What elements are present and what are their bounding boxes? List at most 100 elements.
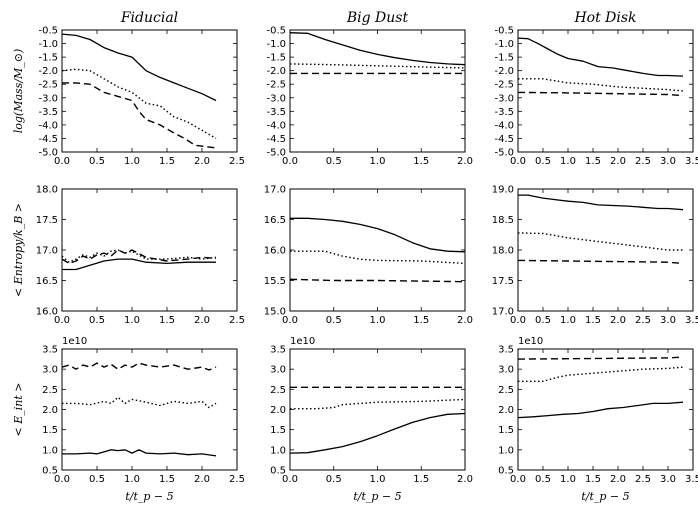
series-line-dotted: [518, 78, 684, 92]
y-tick-label: 3.0: [498, 365, 514, 376]
x-tick-label: 2.5: [229, 315, 245, 326]
chart-panel-mass-bigdust: 0.0 0.5 1.0 1.5 2.0 -5.0 -4.5 -4.0 -3.5 -3.0 -2.5 -…: [266, 26, 472, 168]
x-tick-label: 0.0: [510, 474, 526, 485]
series-line-solid: [290, 217, 465, 253]
y-tick-label: -1.5: [494, 53, 514, 64]
series-group: [290, 386, 465, 454]
axes-frame: [289, 29, 466, 153]
y-tick-label: -1.0: [266, 39, 286, 50]
x-tick-label: 0.0: [510, 315, 526, 326]
x-tick-label: 2.0: [194, 315, 210, 326]
x-axis-label: t/t_p − 5: [125, 490, 173, 503]
y-tick-label: 2.5: [42, 385, 58, 396]
series-line-dashed: [290, 278, 465, 283]
series-line-dotted: [62, 396, 217, 409]
axes-frame: [61, 29, 238, 153]
x-tick-label: 2.5: [229, 474, 245, 485]
y-tick-label: -2.5: [266, 80, 286, 91]
chart-panel-eint-hotdisk: 0.0 0.5 1.0 1.5 2.0 2.5 3.0 3.50.51.01.52.02.53…: [498, 336, 698, 485]
series-line-dotted: [290, 250, 465, 265]
column-title: Big Dust: [346, 10, 409, 26]
y-tick-label: -5.0: [38, 148, 58, 159]
x-tick-label: 1.5: [159, 315, 175, 326]
x-tick-label: 0.0: [54, 474, 70, 485]
x-tick-label: 1.0: [124, 156, 140, 167]
x-tick-label: 1.0: [370, 474, 386, 485]
y-tick-label: 16.5: [264, 215, 286, 226]
column-title: Hot Disk: [573, 10, 636, 26]
x-tick-label: 0.0: [282, 474, 298, 485]
y-tick-label: 0.5: [498, 466, 514, 477]
y-tick-label: 3.0: [270, 365, 286, 376]
y-tick-label: -5.0: [494, 148, 514, 159]
y-tick-label: 1.0: [498, 445, 514, 456]
y-axis-label: < Entropy/k_B >: [12, 203, 25, 297]
y-tick-label: -4.0: [266, 120, 286, 131]
x-tick-label: 3.0: [660, 156, 676, 167]
series-group: [290, 217, 465, 283]
series-line-solid: [62, 449, 217, 457]
series-line-dashed: [518, 259, 684, 265]
y-tick-label: 15.0: [264, 307, 286, 318]
y-tick-label: -4.0: [38, 120, 58, 131]
x-axis-label: t/t_p − 5: [353, 490, 401, 503]
series-line-dashed: [62, 249, 217, 265]
x-tick-label: 0.5: [535, 315, 551, 326]
axes-frame: [517, 29, 694, 153]
chart-panel-mass-fiducial: 0.0 0.5 1.0 1.5 2.0 2.5 -5.0 -4.5 -4.0 -3.5 -3.0 -2…: [12, 26, 245, 168]
x-tick-label: 2.0: [194, 474, 210, 485]
y-tick-label: -3.0: [38, 93, 58, 104]
y-tick-label: 2.0: [42, 405, 58, 416]
series-line-solid: [518, 401, 684, 419]
y-tick-label: 18.0: [492, 246, 514, 257]
x-tick-label: 1.5: [413, 474, 429, 485]
series-group: [518, 356, 684, 419]
x-tick-label: 1.5: [585, 156, 601, 167]
x-tick-label: 0.5: [89, 156, 105, 167]
series-line-dashed: [518, 356, 684, 360]
x-tick-label: 2.5: [635, 315, 651, 326]
x-tick-label: 0.0: [282, 156, 298, 167]
y-tick-label: 1.0: [42, 445, 58, 456]
x-tick-label: 3.0: [660, 474, 676, 485]
series-line-dotted: [290, 63, 465, 69]
series-line-solid: [518, 194, 684, 211]
series-group: [518, 194, 684, 265]
axes-frame: [61, 188, 238, 312]
series-line-dotted: [62, 68, 217, 140]
x-tick-label: 0.5: [89, 315, 105, 326]
y-tick-label: -1.5: [266, 53, 286, 64]
y-tick-label: -2.5: [494, 80, 514, 91]
x-tick-label: 1.5: [585, 474, 601, 485]
y-tick-label: 1.5: [498, 425, 514, 436]
x-tick-label: 0.5: [326, 156, 342, 167]
series-group: [62, 362, 217, 457]
y-tick-label: -0.5: [494, 26, 514, 37]
y-tick-label: 19.0: [492, 185, 514, 196]
x-tick-label: 0.0: [54, 315, 70, 326]
x-tick-label: 0.0: [54, 156, 70, 167]
x-tick-label: 2.5: [635, 474, 651, 485]
y-tick-label: 17.5: [36, 215, 58, 226]
x-tick-label: 0.5: [535, 156, 551, 167]
x-tick-label: 1.5: [159, 474, 175, 485]
y-tick-label: 0.5: [270, 466, 286, 477]
x-tick-label: 1.5: [413, 156, 429, 167]
x-tick-label: 1.5: [585, 315, 601, 326]
y-tick-label: -2.5: [38, 80, 58, 91]
series-group: [62, 33, 217, 149]
x-tick-label: 1.0: [124, 315, 140, 326]
axis-offset-label: 1e10: [290, 336, 315, 347]
series-line-dashed: [62, 82, 217, 149]
axis-offset-label: 1e10: [62, 336, 87, 347]
series-line-solid: [62, 258, 216, 271]
x-tick-label: 2.0: [457, 474, 473, 485]
axes-frame: [61, 348, 238, 471]
series-line-dotted: [62, 249, 217, 263]
x-tick-label: 1.0: [560, 156, 576, 167]
x-axis-label: t/t_p − 5: [581, 490, 629, 503]
x-tick-label: 3.5: [685, 474, 698, 485]
x-tick-label: 1.0: [370, 315, 386, 326]
y-axis-label: < E_int >: [12, 383, 25, 437]
